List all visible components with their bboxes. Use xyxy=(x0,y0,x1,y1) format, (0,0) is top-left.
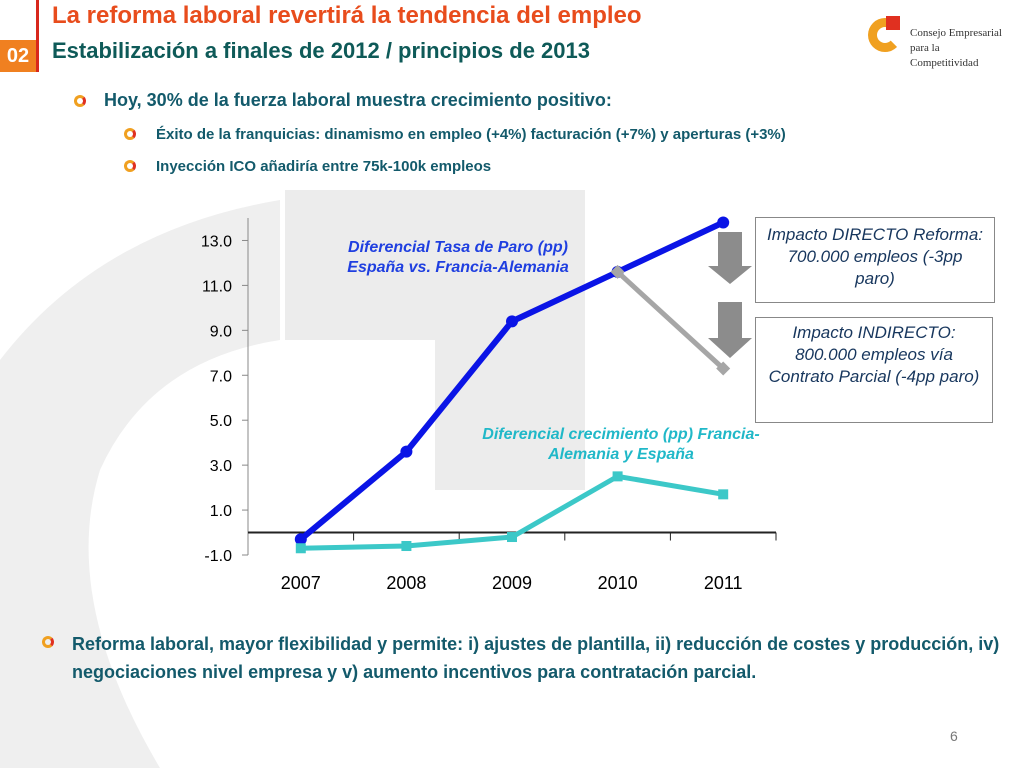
y-tick-label: 3.0 xyxy=(210,458,232,475)
y-tick-label: 5.0 xyxy=(210,413,232,430)
series-label: Diferencial Tasa de Paro (pp) España vs.… xyxy=(347,239,569,276)
point xyxy=(612,471,623,482)
y-tick-label: 11.0 xyxy=(202,278,232,295)
title: La reforma laboral revertirá la tendenci… xyxy=(52,2,642,29)
point xyxy=(610,264,625,279)
annotation-box: Impacto DIRECTO Reforma: 700.000 empleos… xyxy=(755,217,995,303)
logo-line: Consejo Empresarial xyxy=(910,27,1002,39)
bullet: Hoy, 30% de la fuerza laboral muestra cr… xyxy=(104,90,612,110)
logo-line: para la xyxy=(910,42,940,54)
x-tick-label: 2007 xyxy=(281,573,321,593)
sub-bullet: Éxito de la franquicias: dinamismo en em… xyxy=(156,126,786,143)
point xyxy=(295,543,306,554)
annotation-box: Impacto INDIRECTO: 800.000 empleos vía C… xyxy=(755,317,993,423)
point xyxy=(718,489,729,500)
logo-icon xyxy=(868,18,902,52)
subtitle: Estabilización a finales de 2012 / princ… xyxy=(52,38,591,63)
sub-bullet: Inyección ICO añadiría entre 75k-100k em… xyxy=(156,158,492,175)
point xyxy=(401,541,412,552)
x-tick-label: 2011 xyxy=(704,573,743,593)
bullet-icon xyxy=(124,128,136,140)
page-number: 6 xyxy=(950,728,958,744)
bullet-icon xyxy=(124,160,136,172)
section-number: 02 xyxy=(0,40,36,72)
point xyxy=(506,315,518,328)
x-tick-label: 2009 xyxy=(492,573,532,593)
footer-text: Reforma laboral, mayor flexibilidad y pe… xyxy=(72,634,1000,682)
x-tick-label: 2010 xyxy=(598,573,638,593)
logo-text: Consejo Empresarial para la Competitivid… xyxy=(910,26,1002,71)
point xyxy=(400,445,413,458)
logo-line: Competitividad xyxy=(910,57,979,69)
point xyxy=(717,216,730,229)
header-bar xyxy=(36,0,39,72)
series-label: Diferencial crecimiento (pp) Francia-Ale… xyxy=(482,426,760,463)
x-tick-label: 2008 xyxy=(386,573,426,593)
y-tick-label: 7.0 xyxy=(210,368,232,385)
point xyxy=(294,533,307,546)
bullet-icon xyxy=(74,95,86,107)
point xyxy=(507,532,517,543)
bullet-icon xyxy=(42,636,54,648)
y-tick-label: -1.0 xyxy=(204,548,232,565)
point xyxy=(716,361,731,376)
arrows xyxy=(708,232,752,358)
y-tick-label: 1.0 xyxy=(210,503,232,520)
y-tick-label: 13.0 xyxy=(201,233,232,250)
logo-square xyxy=(886,16,900,30)
y-tick-label: 9.0 xyxy=(210,323,232,340)
series-line xyxy=(615,270,725,371)
